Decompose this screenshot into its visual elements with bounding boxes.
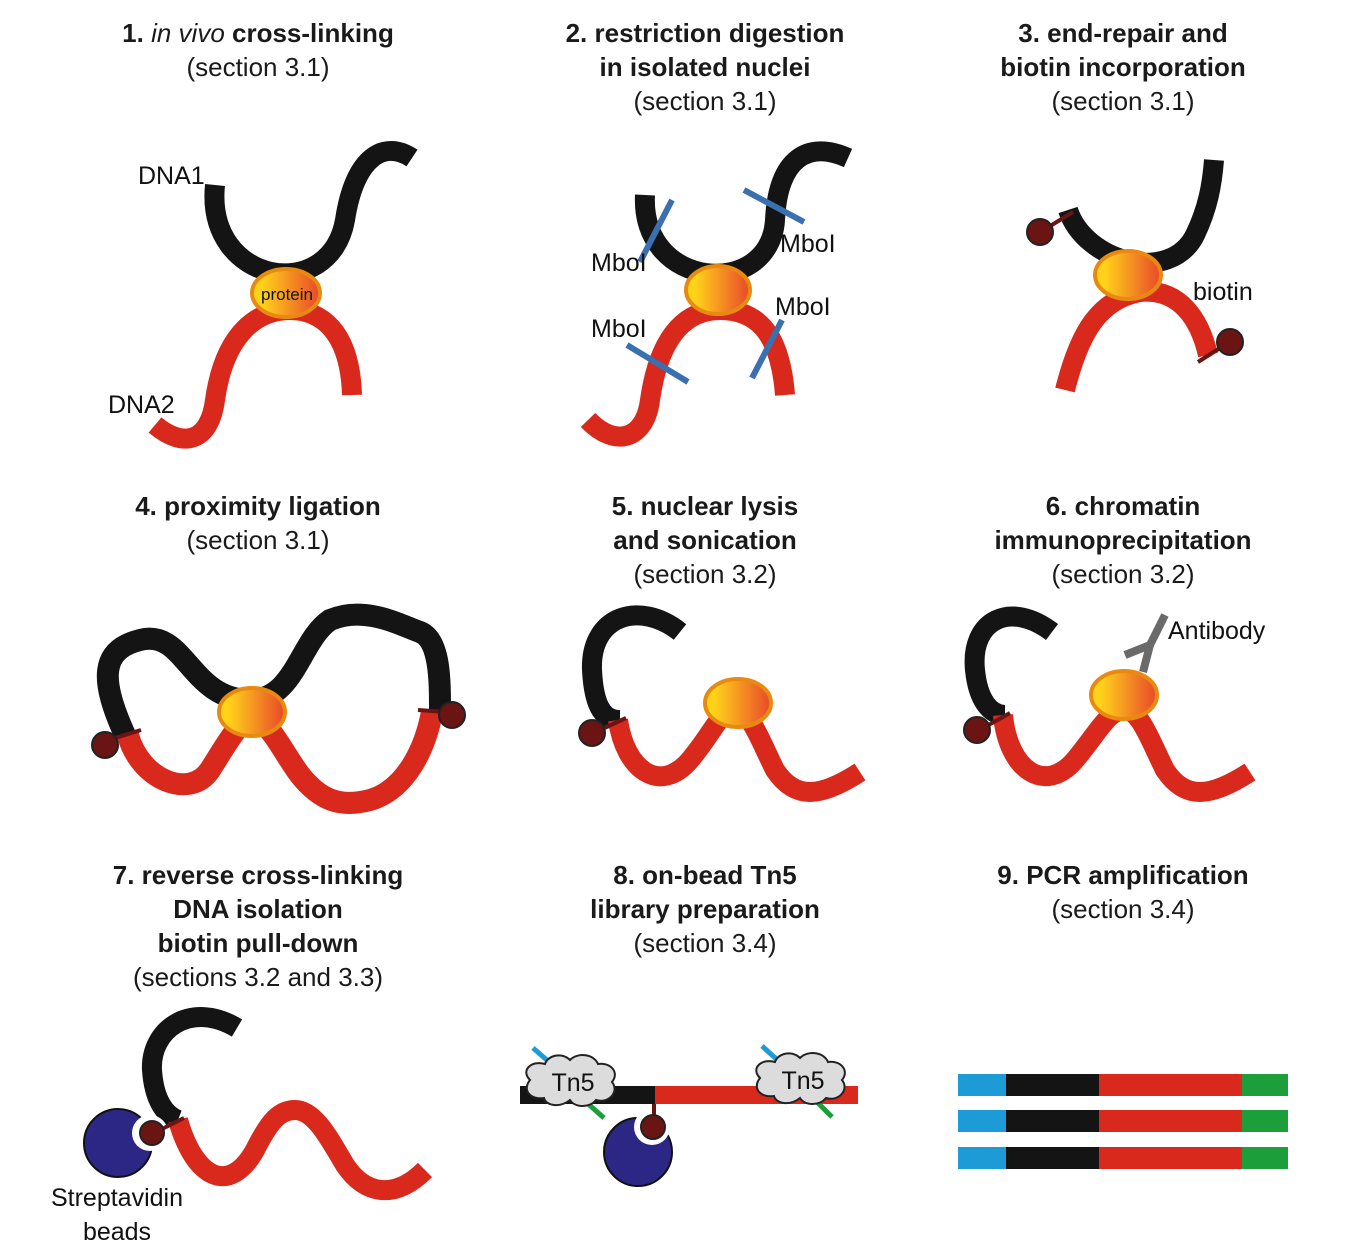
panel-8-caption: 8. on-bead Tn5 library preparation (sect… [481, 858, 929, 960]
mboi-label-3: MboI [591, 315, 647, 343]
dna2-strand [117, 708, 443, 814]
panel-5-title-line-2: and sonication [613, 525, 797, 555]
panel-7-diagram: Streptavidin beads [51, 1007, 433, 1246]
biotin-dot [438, 701, 466, 729]
panel-8-title-line-1: 8. on-bead Tn5 [613, 860, 797, 890]
panel-7-title-line-3: biotin pull-down [157, 928, 359, 958]
panel-8-subtitle: (section 3.4) [633, 928, 777, 958]
protein-label: protein [261, 285, 313, 304]
mboi-site-4 [749, 318, 785, 380]
panel-9-subtitle: (section 3.4) [1051, 894, 1195, 924]
panel-5-caption: 5. nuclear lysis and sonication (section… [481, 489, 929, 591]
panel-2-title-line-1: 2. restriction digestion [565, 18, 845, 48]
panel-6-subtitle: (section 3.2) [1051, 559, 1195, 589]
protein-blob [703, 677, 773, 729]
pcr-product-3 [958, 1147, 1288, 1169]
beads-label-line-2: beads [83, 1218, 151, 1246]
panel-9-title-line-1: 9. PCR amplification [997, 860, 1249, 890]
tn5-transposase [755, 1052, 846, 1105]
panel-6-diagram: Antibody [963, 606, 1266, 802]
beads-label-line-1: Streptavidin [51, 1184, 183, 1212]
dna2-strand [993, 699, 1256, 802]
panel-7-caption: 7. reverse cross-linking DNA isolation b… [34, 858, 482, 994]
panel-6-title-line-2: immunoprecipitation [994, 525, 1252, 555]
panel-4-diagram [91, 603, 466, 814]
dna1-label: DNA1 [138, 162, 205, 190]
antibody-label: Antibody [1168, 617, 1266, 645]
protein-blob [1093, 249, 1163, 301]
pcr-product-2 [958, 1110, 1288, 1132]
mboi-label-4: MboI [775, 293, 831, 321]
mboi-site-2 [742, 187, 806, 225]
panel-1-caption: 1. in vivo cross-linking (section 3.1) [34, 16, 482, 84]
panel-6-title-line-1: 6. chromatin [1045, 491, 1201, 521]
panel-7-title-line-2: DNA isolation [173, 894, 343, 924]
mboi-label-1: MboI [591, 249, 647, 277]
dna2-strand [168, 1099, 433, 1201]
panel-2-title-line-2: in isolated nuclei [599, 52, 811, 82]
dna2-label: DNA2 [108, 391, 175, 419]
ligation-junction [114, 728, 142, 740]
panel-5-subtitle: (section 3.2) [633, 559, 777, 589]
protein-blob [684, 264, 752, 316]
tn5-transposase [525, 1054, 616, 1107]
panel-7-subtitle: (sections 3.2 and 3.3) [132, 962, 384, 992]
biotin-dot [91, 731, 119, 759]
panel-3-title-line-1: 3. end-repair and [1018, 18, 1228, 48]
dna1-strand [1058, 159, 1224, 273]
protein-blob [1089, 669, 1159, 721]
panel-1-diagram: protein DNA1 DNA2 [108, 141, 418, 449]
mboi-label-2: MboI [780, 230, 836, 258]
panel-7-title-line-1: 7. reverse cross-linking [112, 860, 404, 890]
mboi-site-1 [637, 198, 675, 264]
panel-4-title-line-1: 4. proximity ligation [135, 491, 381, 521]
panel-3-subtitle: (section 3.1) [1051, 86, 1195, 116]
panel-1-title: 1. in vivo cross-linking [122, 18, 394, 48]
tn5-label: Tn5 [551, 1069, 594, 1097]
panel-2-subtitle: (section 3.1) [633, 86, 777, 116]
dna1-strand [964, 606, 1059, 725]
panel-8-title-line-2: library preparation [590, 894, 820, 924]
biotin-dot [578, 719, 606, 747]
panel-1-subtitle: (section 3.1) [186, 52, 330, 82]
panel-4-caption: 4. proximity ligation (section 3.1) [34, 489, 482, 557]
panel-9-caption: 9. PCR amplification (section 3.4) [899, 858, 1346, 926]
panel-4-subtitle: (section 3.1) [186, 525, 330, 555]
antibody-icon [1123, 613, 1169, 674]
panel-8-diagram: Tn5 Tn5 [520, 1044, 858, 1187]
panel-3-caption: 3. end-repair and biotin incorporation (… [899, 16, 1346, 118]
panel-9-diagram [958, 1074, 1288, 1169]
dna2-strand [580, 299, 795, 447]
panel-3-diagram: biotin [1026, 159, 1253, 393]
biotin-dot [963, 716, 991, 744]
panel-6-caption: 6. chromatin immunoprecipitation (sectio… [899, 489, 1346, 591]
panel-5-title-line-1: 5. nuclear lysis [611, 491, 799, 521]
protein-blob [250, 267, 322, 319]
mboi-site-3 [625, 342, 690, 385]
pcr-product-1 [958, 1074, 1288, 1096]
biotin-dot [1216, 328, 1244, 356]
tn5-label: Tn5 [781, 1067, 824, 1095]
panel-5-diagram [578, 605, 866, 802]
dna2-strand [1055, 281, 1218, 393]
protein-blob [217, 686, 287, 738]
dna1-strand [96, 603, 451, 740]
panel-3-title-line-2: biotin incorporation [1000, 52, 1246, 82]
dna1-strand [634, 141, 853, 284]
biotin-label: biotin [1193, 278, 1253, 306]
biotin-dot [640, 1114, 666, 1140]
dna1-strand [582, 605, 687, 730]
dna1-strand [204, 141, 418, 284]
panel-2-caption: 2. restriction digestion in isolated nuc… [481, 16, 929, 118]
dna1-strand [141, 1007, 243, 1130]
biotin-dot [1026, 218, 1054, 246]
dna2-strand [148, 299, 362, 449]
biotin-dot [139, 1120, 165, 1146]
panel-2-diagram: MboI MboI MboI MboI [580, 141, 853, 447]
